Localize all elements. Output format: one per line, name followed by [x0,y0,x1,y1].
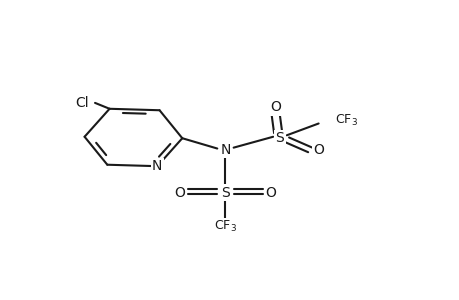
Text: CF$_3$: CF$_3$ [335,113,358,128]
Text: O: O [269,100,280,114]
Text: N: N [220,143,230,157]
Text: S: S [221,186,230,200]
Text: Cl: Cl [75,96,89,110]
Text: O: O [313,143,323,157]
Text: O: O [174,186,185,200]
Text: CF$_3$: CF$_3$ [213,219,236,234]
Text: S: S [275,131,284,145]
Text: N: N [152,159,162,173]
Text: O: O [265,186,276,200]
